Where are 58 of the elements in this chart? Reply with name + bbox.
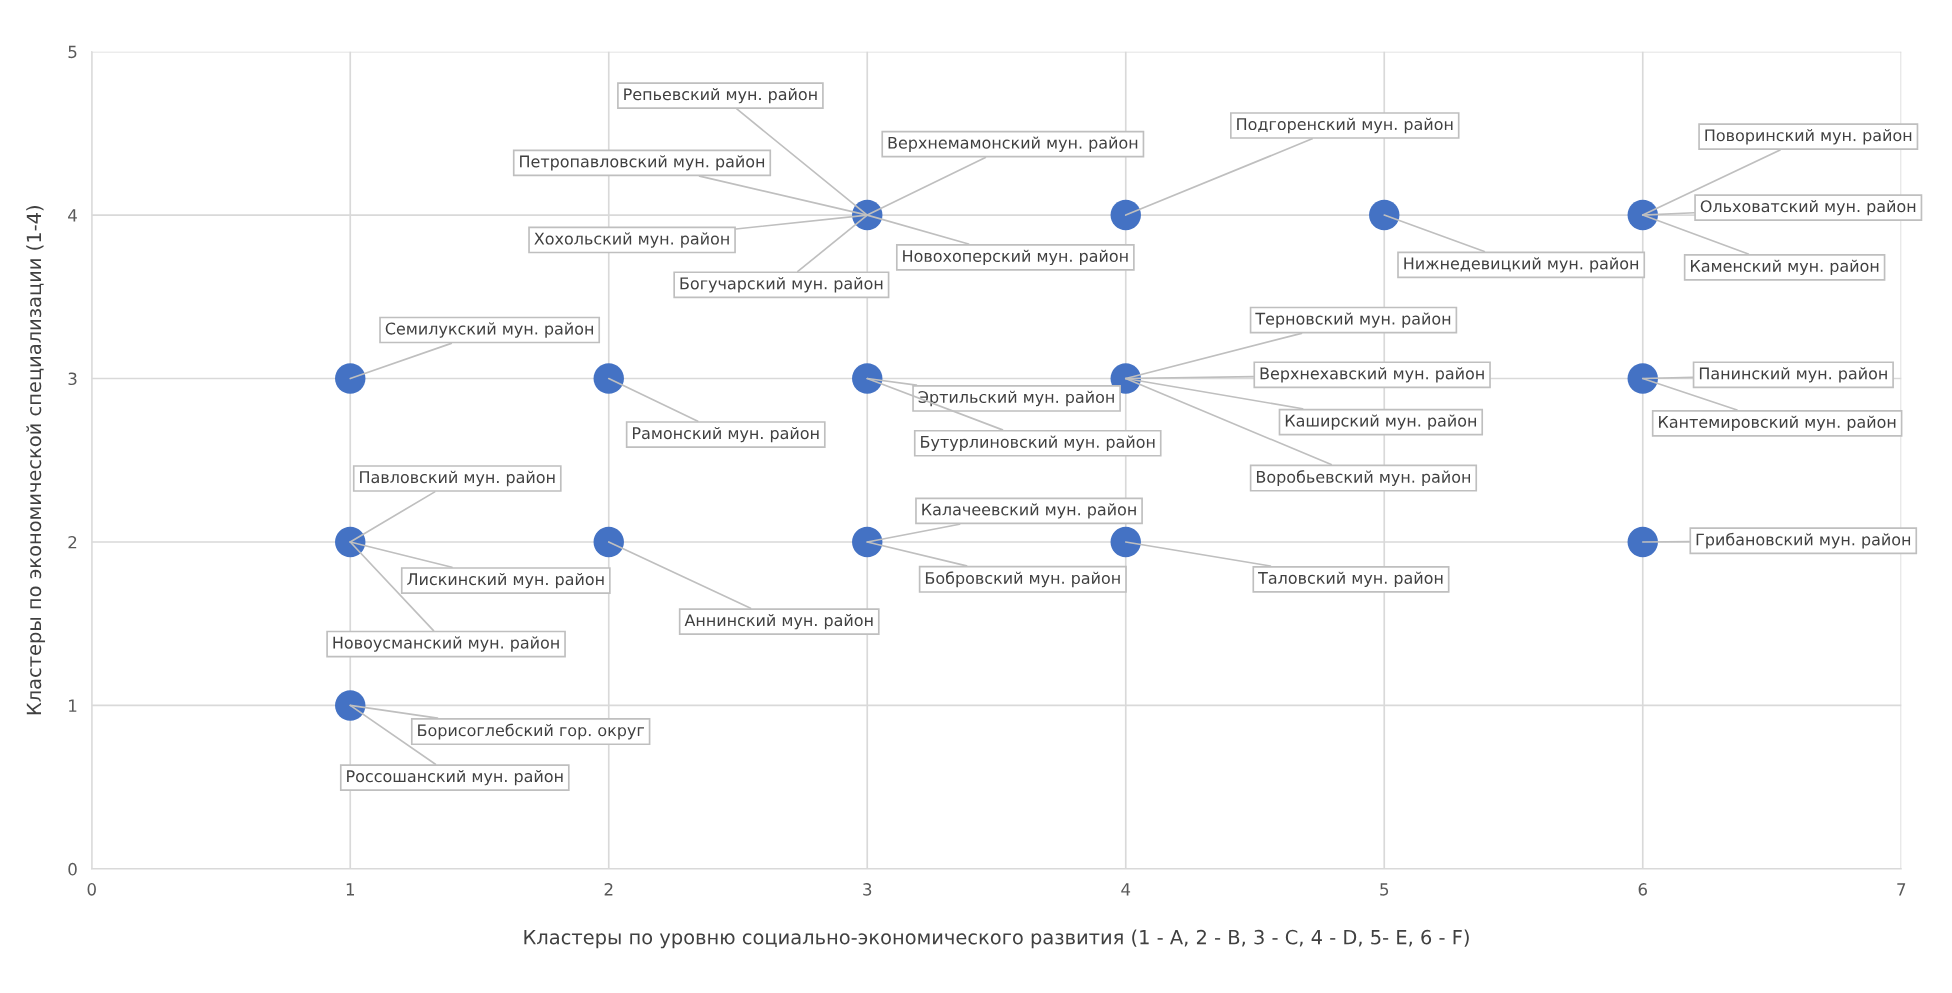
point [852,363,883,394]
annotation: Новохоперский мун. район [903,249,1128,266]
point [1627,526,1658,558]
annotation: Хохольский мун. район [534,232,729,248]
y-tick-label: 3 [68,372,77,386]
x-tick-label: 6 [1638,883,1647,896]
annotation: Лискинский мун. район [407,572,604,589]
x-tick-label: 3 [863,883,872,896]
point [1110,199,1141,231]
annotation: Аннинский мун. район [684,613,873,630]
annotation: Грибановский мун. район [1696,532,1911,549]
annotation: Поворинский мун. район [1705,129,1912,145]
annotation: Новоусманский мун. район [333,636,559,652]
point [593,363,624,394]
x-tick-label: 0 [87,883,96,896]
x-tick-label: 2 [604,883,613,896]
point [1110,526,1141,558]
y-axis-title: Кластеры по экономической специализации (1-4) [26,206,46,715]
annotation: Ольховатский мун. район [1700,199,1916,216]
annotation: Подгоренский мун. район [1237,117,1453,134]
annotation: Каменский мун. район [1691,259,1879,276]
point [852,526,883,558]
annotation: Эртильский мун. район [918,390,1114,407]
point [335,690,366,721]
point [1369,199,1400,231]
annotation: Калачеевский мун. район [922,503,1136,519]
x-tick-label: 7 [1897,883,1906,896]
point [593,526,624,558]
y-tick-label: 4 [68,209,77,222]
annotation: Нижнедевицкий мун. район [1404,257,1639,273]
point [335,363,366,394]
annotation: Бутурлиновский мун. район [921,435,1155,451]
annotation: Верхнемамонский мун. район [888,136,1138,152]
x-tick-label: 1 [346,883,355,896]
annotation: Петропавловский мун. район [520,155,765,171]
annotation: Таловский мун. район [1258,571,1443,588]
annotation: Репьевский мун. район [624,87,817,104]
annotation: Богучарский мун. район [680,277,883,293]
annotation: Терновский мун. район [1255,312,1451,328]
annotation: Семилукский мун. район [385,322,593,338]
x-axis-title: Кластеры по уровню социально-экономического развития (1 - A, 2 - B, 3 - C, 4 - D, 5- E, 6 - F) [524,929,1469,949]
y-tick-label: 5 [68,45,77,59]
annotation: Павловский мун. район [360,470,555,487]
x-tick-label: 5 [1380,883,1389,896]
x-tick-label: 4 [1121,883,1131,896]
y-tick-label: 2 [68,535,77,549]
annotation: Россошанский мун. район [347,769,563,786]
annotation: Воробьевский мун. район [1256,470,1470,486]
annotation: Каширский мун. район [1285,414,1476,430]
annotation: Панинский мун. район [1699,367,1887,383]
y-tick-label: 0 [68,862,77,876]
point [1627,363,1658,394]
annotation: Верхнехавский мун. район [1260,367,1484,383]
annotation: Кантемировский мун. район [1659,415,1896,432]
annotation: Рамонский мун. район [633,426,819,443]
y-tick-label: 1 [69,699,77,712]
annotation: Борисоглебский гор. округ [418,723,644,740]
annotation: Бобровский мун. район [925,571,1120,588]
